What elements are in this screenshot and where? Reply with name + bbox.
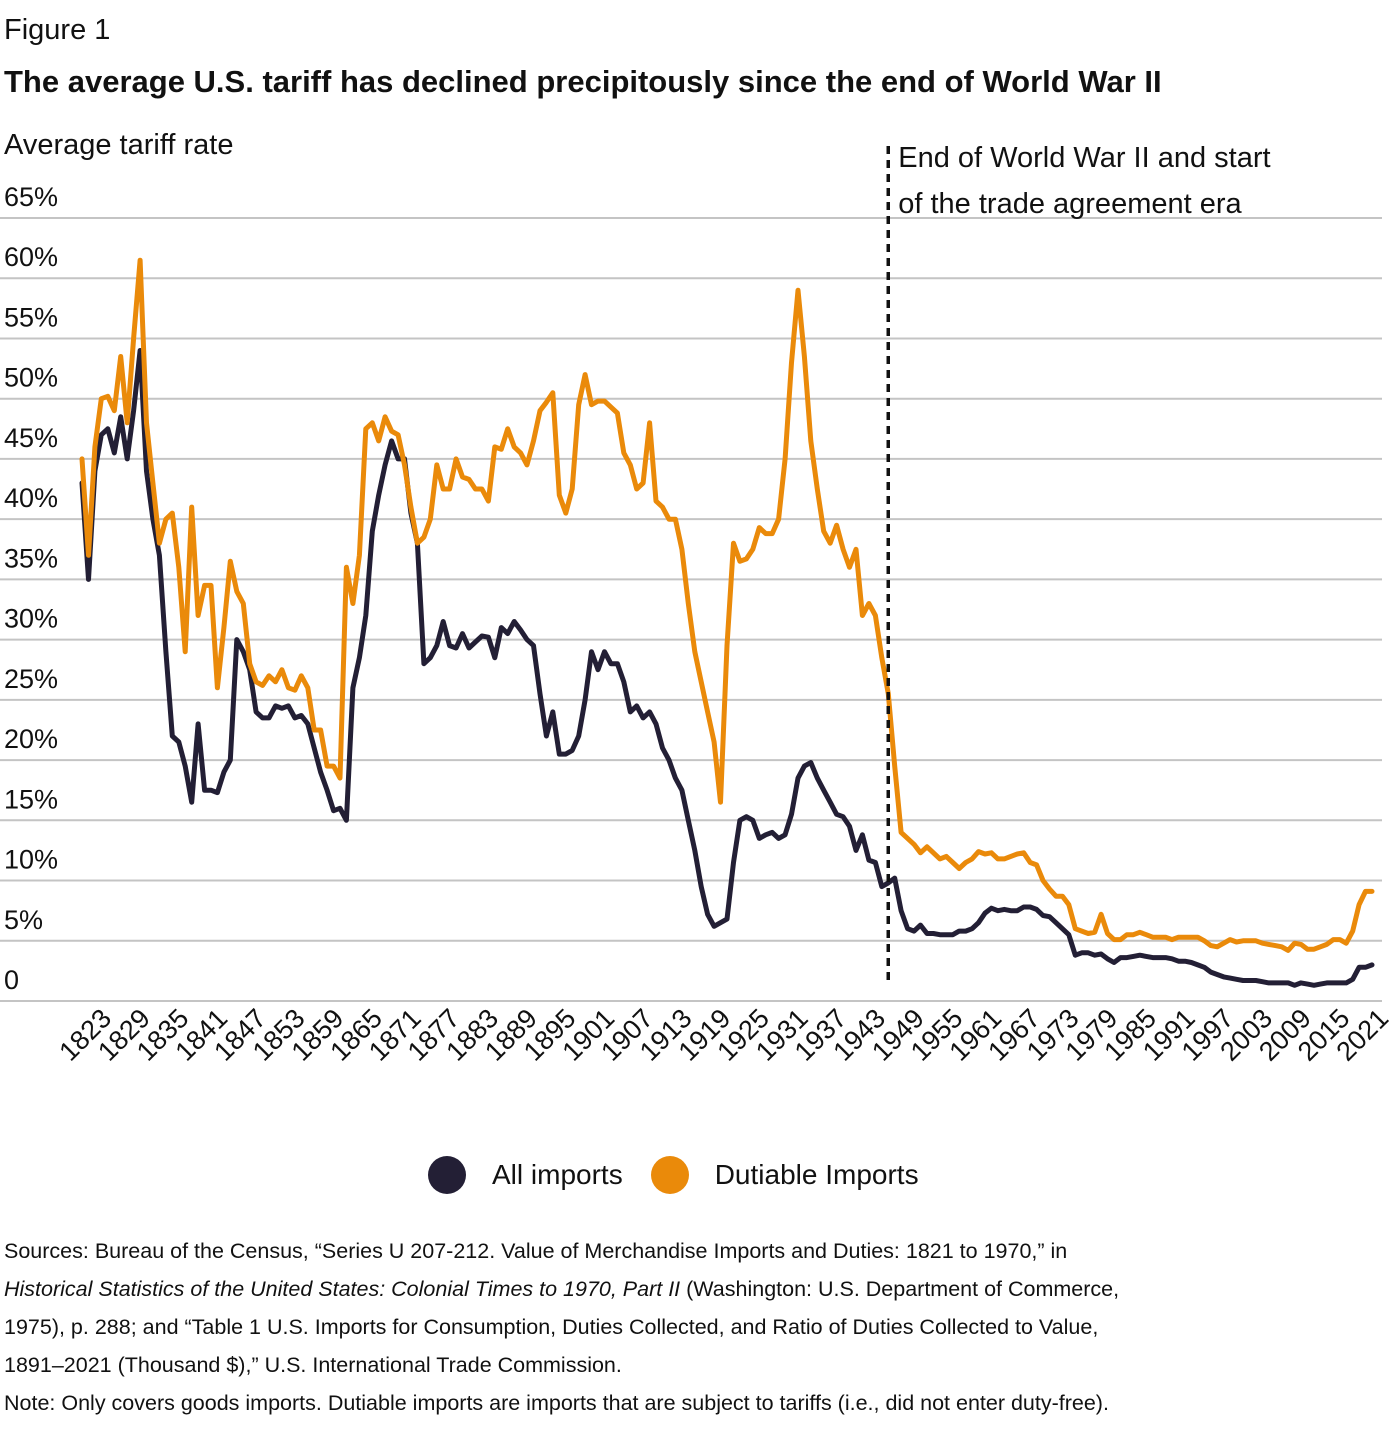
y-tick-label-35: 35% xyxy=(4,543,58,573)
y-tick-label-50: 50% xyxy=(4,363,58,393)
note-line: Note: Only covers goods imports. Dutiabl… xyxy=(4,1391,1109,1415)
legend-label-dutiable-imports: Dutiable Imports xyxy=(714,1159,919,1190)
y-tick-label-65: 65% xyxy=(4,182,58,212)
legend-item-dutiable-imports: Dutiable Imports xyxy=(650,1156,919,1194)
chart-title: The average U.S. tariff has declined pre… xyxy=(4,64,1162,99)
source-line-1: Sources: Bureau of the Census, “Series U… xyxy=(4,1239,1068,1263)
annotation-line-2: of the trade agreement era xyxy=(898,188,1242,220)
y-tick-label-60: 60% xyxy=(4,242,58,272)
y-tick-label-15: 15% xyxy=(4,784,58,814)
y-tick-label-20: 20% xyxy=(4,724,58,754)
source-line-2: Historical Statistics of the United Stat… xyxy=(4,1270,1396,1308)
ww2-annotation: End of World War II and start of the trad… xyxy=(886,142,1271,982)
source-notes: Sources: Bureau of the Census, “Series U… xyxy=(4,1232,1396,1422)
legend-label-all-imports: All imports xyxy=(492,1159,623,1190)
tariff-line-chart: Average tariff rate 65% 60% 55% 50% 45% 40% 35… xyxy=(0,129,1394,1067)
x-axis-ticks: 1823182918351841184718531859186518711877… xyxy=(53,1003,1394,1067)
series-line-dutiable-imports xyxy=(79,257,1375,953)
source-publisher: (Washington: U.S. Department of Commerce… xyxy=(680,1277,1120,1301)
legend-item-all-imports: All imports xyxy=(428,1156,623,1194)
y-tick-label-0: 0 xyxy=(4,965,19,995)
annotation-line-1: End of World War II and start xyxy=(898,142,1270,174)
y-tick-label-55: 55% xyxy=(4,302,58,332)
y-tick-label-30: 30% xyxy=(4,604,58,634)
figure-label: Figure 1 xyxy=(4,14,111,46)
series-lines xyxy=(79,257,1375,988)
legend-swatch-dutiable-imports xyxy=(650,1156,689,1194)
source-book-title: Historical Statistics of the United Stat… xyxy=(4,1277,681,1301)
series-line-all-imports xyxy=(79,348,1375,988)
y-tick-label-40: 40% xyxy=(4,483,58,513)
source-line-4: 1891–2021 (Thousand $),” U.S. Internatio… xyxy=(4,1353,622,1377)
source-line-3: 1975), p. 288; and “Table 1 U.S. Imports… xyxy=(4,1315,1099,1339)
y-tick-label-45: 45% xyxy=(4,423,58,453)
y-axis-ticks: 65% 60% 55% 50% 45% 40% 35% 30% 25% 20% 15% 10% 5% 0 xyxy=(4,182,58,995)
y-tick-label-25: 25% xyxy=(4,664,58,694)
y-tick-label-5: 5% xyxy=(4,905,43,935)
legend: All imports Dutiable Imports xyxy=(428,1156,947,1194)
y-axis-title: Average tariff rate xyxy=(4,129,233,161)
legend-swatch-all-imports xyxy=(428,1156,466,1194)
y-tick-label-10: 10% xyxy=(4,845,58,875)
